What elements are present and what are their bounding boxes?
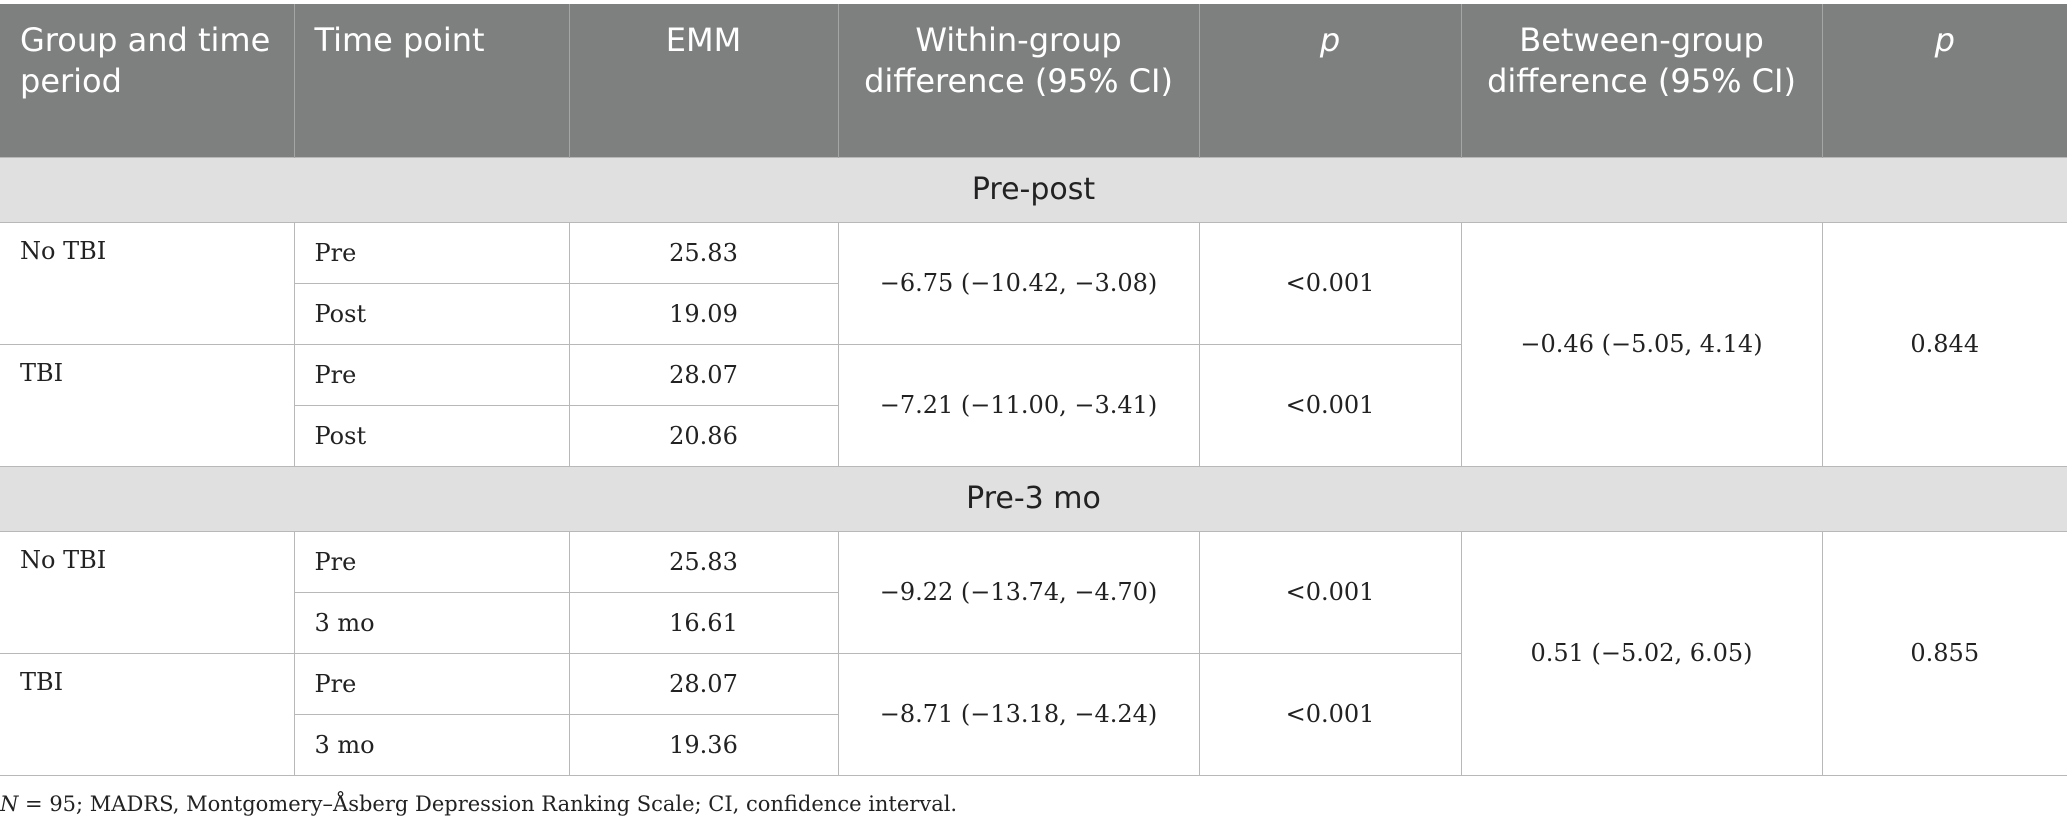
header-p-within: p [1199, 4, 1462, 157]
emm-cell: 28.07 [568, 652, 839, 715]
results-table: Group and time period Time point EMM Wit… [0, 4, 2067, 776]
group-name: TBI [0, 652, 295, 776]
table-footnote: N = 95; MADRS, Montgomery–Åsberg Depress… [0, 792, 957, 816]
between-p-cell: 0.844 [1821, 221, 2067, 467]
table-row: TBI Pre 28.07 −7.21 (−11.00, −3.41) <0.0… [0, 343, 2067, 467]
header-group: Group and time period [0, 4, 295, 157]
within-p-cell: <0.001 [1198, 652, 1461, 776]
within-diff-cell: −8.71 (−13.18, −4.24) [837, 652, 1200, 776]
section-row-pre-post: Pre-post [0, 156, 2067, 223]
emm-cell: 16.61 [568, 591, 838, 654]
group-name: TBI [0, 343, 295, 467]
header-within-group-difference: Within-group difference (95% CI) [838, 4, 1200, 157]
section-title: Pre-post [0, 156, 2067, 223]
table-row: No TBI Pre 25.83 −9.22 (−13.74, −4.70) <… [0, 530, 2067, 776]
emm-cell: 28.07 [568, 343, 839, 406]
emm-cell: 19.36 [568, 713, 838, 776]
emm-cell: 20.86 [568, 404, 838, 467]
within-p-cell: <0.001 [1198, 343, 1461, 467]
between-diff-cell: 0.51 (−5.02, 6.05) [1460, 530, 1823, 776]
header-row: Group and time period Time point EMM Wit… [0, 4, 2067, 157]
header-time-point: Time point [294, 4, 570, 157]
time-point-cell: Post [294, 282, 570, 345]
table-row: 3 mo 16.61 [0, 591, 2067, 654]
footnote-n-label: N [0, 792, 19, 816]
section-row-pre-3-mo: Pre-3 mo [0, 465, 2067, 532]
between-p-cell: 0.855 [1821, 530, 2067, 776]
within-p-cell: <0.001 [1198, 221, 1462, 345]
group-name: No TBI [0, 221, 295, 345]
header-between-group-difference: Between-group difference (95% CI) [1461, 4, 1823, 157]
time-point-cell: Pre [293, 221, 570, 284]
within-diff-cell: −9.22 (−13.74, −4.70) [837, 530, 1200, 654]
between-diff-cell: −0.46 (−5.05, 4.14) [1460, 221, 1823, 467]
time-point-cell: Pre [293, 652, 570, 715]
within-diff-cell: −7.21 (−11.00, −3.41) [837, 343, 1200, 467]
header-emm: EMM [569, 4, 839, 157]
emm-cell: 25.83 [568, 221, 839, 284]
section-title: Pre-3 mo [0, 465, 2067, 532]
table-row: 3 mo 19.36 [0, 713, 2067, 776]
time-point-cell: 3 mo [294, 591, 570, 654]
time-point-cell: Pre [293, 530, 570, 593]
time-point-cell: Post [294, 404, 570, 467]
group-name: No TBI [0, 530, 295, 654]
table-row: Post 20.86 [0, 404, 2067, 467]
table-row: Post 19.09 [0, 282, 2067, 345]
header-p-between: p [1822, 4, 2067, 157]
emm-cell: 25.83 [568, 530, 839, 593]
within-diff-cell: −6.75 (−10.42, −3.08) [837, 221, 1200, 345]
time-point-cell: 3 mo [294, 713, 570, 776]
table-row: TBI Pre 28.07 −8.71 (−13.18, −4.24) <0.0… [0, 652, 2067, 776]
within-p-cell: <0.001 [1198, 530, 1462, 654]
time-point-cell: Pre [293, 343, 570, 406]
footnote-text: = 95; MADRS, Montgomery–Åsberg Depressio… [18, 792, 958, 816]
table-row: No TBI Pre 25.83 −6.75 (−10.42, −3.08) <… [0, 221, 2067, 467]
emm-cell: 19.09 [568, 282, 838, 345]
